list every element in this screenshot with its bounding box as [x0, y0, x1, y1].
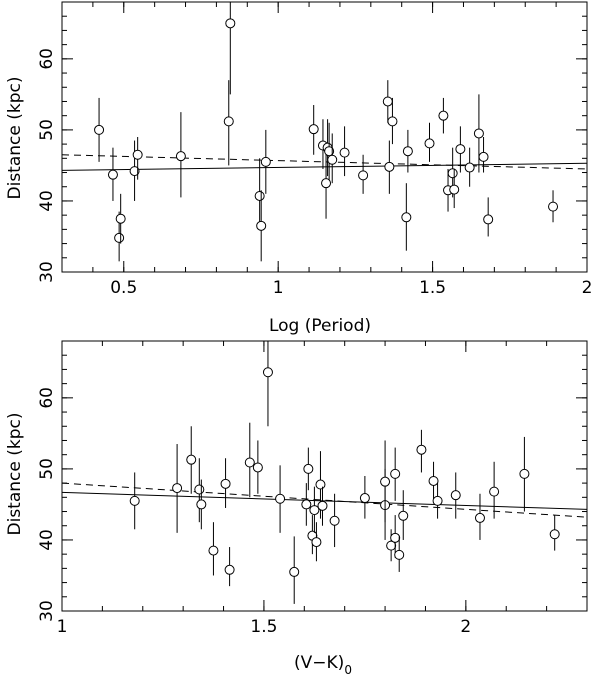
- y-axis-label: Distance (kpc): [5, 77, 25, 200]
- bottom-panel-distance-vs-color: Distance (kpc) (V−K)0 1 1.5 2 30 40 50 60: [5, 340, 588, 677]
- data-point: [329, 515, 340, 526]
- data-point: [474, 512, 485, 523]
- data-point: [394, 549, 405, 560]
- x-tick-label: 1.5: [250, 617, 277, 637]
- data-point: [473, 128, 484, 139]
- data-point: [303, 463, 314, 474]
- x-tick-label: 1: [273, 278, 284, 298]
- y-tick-label: 40: [37, 529, 57, 551]
- data-point: [172, 483, 183, 494]
- data-point: [428, 475, 439, 486]
- x-axis-label: Log (Period): [269, 316, 371, 336]
- data-point: [114, 232, 125, 243]
- data-point: [432, 495, 443, 506]
- x-tick-label: 1: [57, 617, 68, 637]
- data-point: [438, 110, 449, 121]
- data-point: [382, 96, 393, 107]
- data-point: [390, 532, 401, 543]
- data-point: [254, 190, 265, 201]
- y-tick-label: 60: [37, 387, 57, 409]
- data-point: [311, 537, 322, 548]
- data-point: [324, 146, 335, 157]
- data-point: [256, 220, 267, 231]
- x-tick-label: 1.5: [419, 278, 446, 298]
- data-point: [224, 564, 235, 575]
- fit-line-dashed: [62, 482, 587, 518]
- fit-line-solid: [62, 491, 587, 510]
- data-point: [129, 495, 140, 506]
- data-point: [223, 116, 234, 127]
- data-point: [447, 168, 458, 179]
- data-point: [317, 500, 328, 511]
- data-point: [309, 505, 320, 516]
- data-point: [416, 444, 427, 455]
- data-point: [260, 156, 271, 167]
- data-point: [390, 468, 401, 479]
- x-tick-label: 2: [582, 278, 593, 298]
- y-tick-label: 30: [37, 600, 57, 622]
- data-point: [384, 161, 395, 172]
- data-point: [301, 499, 312, 510]
- data-point: [225, 18, 236, 29]
- y-tick-label: 40: [37, 190, 57, 212]
- data-point: [402, 146, 413, 157]
- data-point: [220, 478, 231, 489]
- fit-line-solid: [62, 162, 587, 171]
- data-point: [424, 138, 435, 149]
- x-tick-label: 2: [460, 617, 471, 637]
- data-point: [358, 170, 369, 181]
- data-point: [483, 214, 494, 225]
- data-point: [321, 178, 332, 189]
- data-point: [548, 201, 559, 212]
- data-point: [387, 116, 398, 127]
- x-axis-label-main: (V−K): [294, 653, 344, 673]
- data-point: [196, 499, 207, 510]
- data-point: [359, 493, 370, 504]
- data-point: [315, 479, 326, 490]
- data-point: [132, 149, 143, 160]
- data-point: [339, 147, 350, 158]
- data-point: [398, 510, 409, 521]
- data-point: [175, 151, 186, 162]
- data-point: [252, 462, 263, 473]
- data-point: [401, 212, 412, 223]
- y-tick-label: 50: [37, 458, 57, 480]
- y-tick-label: 60: [37, 48, 57, 70]
- data-point: [450, 490, 461, 501]
- data-point: [129, 166, 140, 177]
- data-point: [94, 124, 105, 135]
- data-point: [194, 484, 205, 495]
- y-tick-label: 30: [37, 261, 57, 283]
- data-point: [549, 529, 560, 540]
- x-axis-label-subscript: 0: [344, 663, 352, 677]
- x-tick-label: 0.5: [110, 278, 137, 298]
- y-tick-label: 50: [37, 119, 57, 141]
- data-point: [327, 154, 338, 165]
- plot-frame: [61, 1, 588, 273]
- data-point: [489, 486, 500, 497]
- data-point: [519, 468, 530, 479]
- y-axis-label: Distance (kpc): [5, 413, 25, 536]
- data-point: [455, 144, 466, 155]
- data-point: [478, 151, 489, 162]
- x-axis-label: (V−K)0: [294, 653, 352, 677]
- top-panel-distance-vs-log-period: Distance (kpc) Log (Period) 0.5 1 1.5 2 30 40…: [5, 1, 593, 336]
- fit-line-dashed: [62, 154, 587, 170]
- data-point: [244, 457, 255, 468]
- data-point: [308, 124, 319, 135]
- data-point: [380, 476, 391, 487]
- data-point: [262, 367, 273, 378]
- data-point: [275, 493, 286, 504]
- plot-frame: [61, 340, 588, 612]
- data-point: [115, 213, 126, 224]
- data-point: [449, 184, 460, 195]
- data-point: [464, 162, 475, 173]
- data-point: [186, 454, 197, 465]
- data-point: [107, 169, 118, 180]
- data-point: [289, 566, 300, 577]
- data-point: [208, 545, 219, 556]
